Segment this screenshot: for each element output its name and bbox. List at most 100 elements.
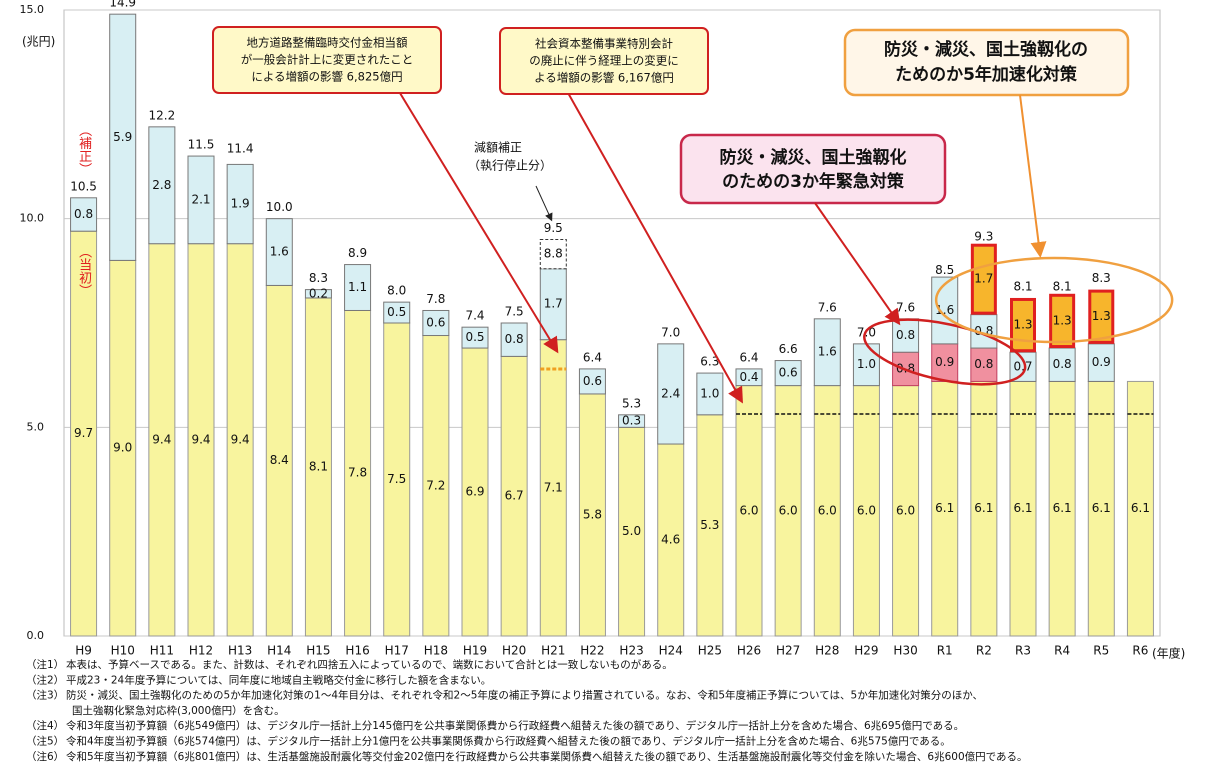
- bar-segment: [578, 393, 606, 637]
- x-tick-label: R6: [1132, 644, 1148, 658]
- segment-value-label: 9.4: [152, 432, 171, 446]
- callout-text: 防災・減災、国土強靱化: [720, 147, 907, 168]
- x-axis-label: (年度): [1152, 646, 1185, 661]
- segment-value-label: 0.2: [309, 286, 328, 300]
- x-tick-label: H23: [619, 644, 643, 658]
- bar-segment: [657, 443, 685, 637]
- note-text: 令和4年度当初予算額（6兆574億円）は、デジタル庁一括計上分1億円を公共事業関…: [66, 735, 951, 748]
- x-tick-label: H26: [737, 644, 761, 658]
- x-tick-label: R3: [1015, 644, 1031, 658]
- total-label: 8.9: [348, 246, 367, 260]
- segment-value-label: 0.7: [1013, 359, 1032, 373]
- segment-value-label: 2.1: [191, 192, 210, 206]
- segment-value-label: 1.1: [348, 280, 367, 294]
- bar-segment: [774, 360, 802, 387]
- segment-value-label: 0.5: [387, 305, 406, 319]
- bar-segment: [265, 218, 293, 286]
- x-tick-label: R2: [976, 644, 992, 658]
- bar-segment: [1010, 297, 1036, 353]
- segment-value-label: 1.3: [1013, 318, 1032, 332]
- segment-value-label: 6.9: [465, 485, 484, 499]
- x-tick-label: H14: [267, 644, 291, 658]
- segment-value-label: 9.4: [191, 432, 210, 446]
- bar-segment: [774, 385, 802, 637]
- bar-segment: [344, 264, 372, 311]
- bar-segment: [383, 301, 411, 324]
- total-label: 11.5: [188, 138, 215, 152]
- callout-arrow: [567, 93, 743, 404]
- bar-segment: [813, 318, 841, 387]
- bar-segment: [1048, 347, 1076, 382]
- segment-value-label: 0.4: [739, 370, 758, 384]
- note-text: 令和3年度当初予算額（6兆549億円）は、デジタル庁一括計上分145億円を公共事…: [66, 719, 964, 732]
- segment-value-label: 1.9: [231, 197, 250, 211]
- segment-value-label: 1.6: [270, 245, 289, 259]
- segment-value-label: 2.8: [152, 178, 171, 192]
- bar-segment: [1048, 380, 1076, 637]
- segment-value-label: 7.8: [348, 466, 367, 480]
- series-name: （補正）: [76, 124, 92, 176]
- callout-text: ためのか5年加速化対策: [895, 64, 1078, 85]
- segment-value-label: 0.5: [465, 330, 484, 344]
- highlight-ellipse: [934, 256, 1174, 344]
- x-tick-label: R5: [1093, 644, 1109, 658]
- segment-value-label: 6.0: [739, 503, 758, 517]
- x-tick-label: H13: [228, 644, 252, 658]
- segment-value-label: 2.4: [661, 386, 680, 400]
- total-label: 8.1: [1013, 279, 1032, 293]
- segment-value-label: 9.0: [113, 441, 132, 455]
- segment-value-label: 1.7: [544, 297, 563, 311]
- segment-value-label: 7.2: [426, 478, 445, 492]
- total-label: 6.3: [700, 355, 719, 369]
- total-label: 9.5: [544, 221, 563, 235]
- segment-value-label: 5.9: [113, 130, 132, 144]
- bar-segment: [344, 309, 372, 637]
- bar-segment: [109, 13, 137, 261]
- bar-segment: [148, 126, 176, 245]
- y-tick-label: 15.0: [20, 3, 45, 16]
- note-text: 令和5年度当初予算額（6兆801億円）は、生活基盤施設耐震化等交付金202億円を…: [66, 750, 1028, 763]
- total-label: 8.5: [935, 263, 954, 277]
- x-tick-label: H9: [75, 644, 92, 658]
- bar-segment: [970, 380, 998, 637]
- total-label: 14.9: [109, 0, 136, 10]
- total-label: 6.4: [739, 350, 758, 364]
- callout-text: 防災・減災、国土強靱化の: [884, 39, 1088, 60]
- segment-value-label: 9.4: [231, 432, 250, 446]
- segment-value-label: 0.6: [779, 366, 798, 380]
- x-tick-label: H20: [502, 644, 526, 658]
- bar-segment: [970, 243, 997, 315]
- x-tick-label: H10: [111, 644, 135, 658]
- x-tick-label: H25: [698, 644, 722, 658]
- bar-segment: [422, 335, 450, 637]
- x-tick-label: H17: [385, 644, 409, 658]
- segment-value-label: 6.1: [974, 501, 993, 515]
- bar-segment: [578, 368, 606, 395]
- total-label: 6.4: [583, 350, 602, 364]
- segment-value-label: 6.1: [1053, 501, 1072, 515]
- callout-text: 社会資本整備事業特別会計: [535, 37, 673, 51]
- note-text: 平成23・24年度予算については、同年度に地域自主戦略交付金に移行した額を含まな…: [66, 673, 491, 686]
- series-name: （当初）: [76, 245, 92, 297]
- x-tick-label: H30: [893, 644, 917, 658]
- segment-value-label: 8.1: [309, 459, 328, 473]
- segment-value-label: 1.6: [818, 345, 837, 359]
- x-tick-label: H19: [463, 644, 487, 658]
- note-label: （注6）: [26, 750, 64, 763]
- total-label: 10.0: [266, 200, 293, 214]
- bar-segment: [1049, 293, 1076, 349]
- segment-value-label: 1.7: [974, 272, 993, 286]
- x-tick-label: H27: [776, 644, 800, 658]
- bar-segment: [735, 368, 763, 387]
- note-label: （注1）: [26, 658, 64, 671]
- callout-arrow: [1019, 94, 1047, 258]
- note-label: （注4）: [26, 719, 64, 732]
- segment-value-label: 4.6: [661, 533, 680, 547]
- segment-value-label: 6.1: [935, 501, 954, 515]
- total-label: 8.3: [1092, 271, 1111, 285]
- bar-segment: [226, 163, 254, 245]
- y-tick-label: 10.0: [20, 212, 45, 225]
- callout-text: の廃止に伴う経理上の変更に: [529, 54, 679, 68]
- bar-segment: [148, 243, 176, 637]
- bar-segment: [931, 276, 959, 345]
